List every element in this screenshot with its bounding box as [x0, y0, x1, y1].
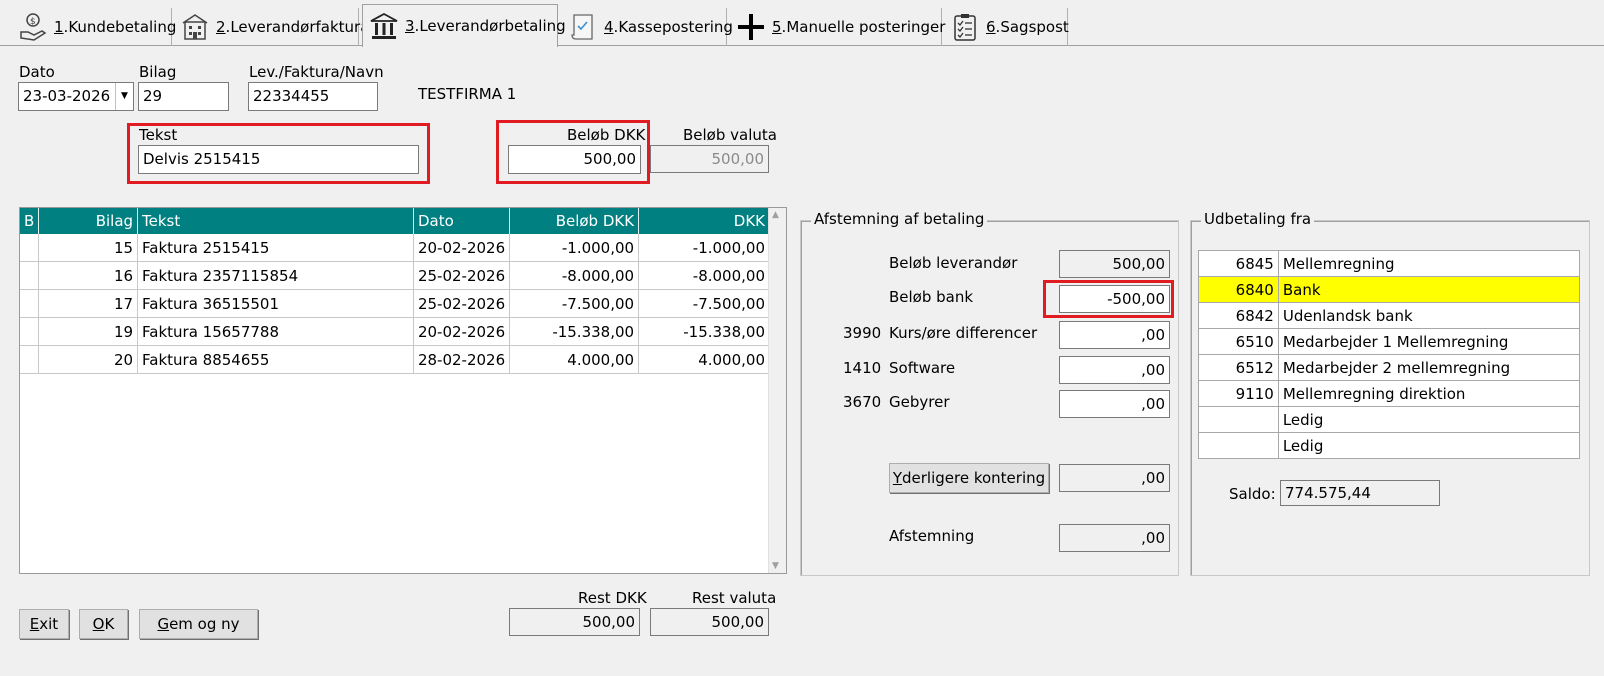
lev-faktura-navn-label: Lev./Faktura/Navn	[249, 63, 384, 81]
list-item[interactable]: Ledig	[1198, 432, 1581, 459]
table-row[interactable]: 16 Faktura 2357115854 25-02-2026 -8.000,00-…	[20, 261, 770, 290]
kurs-account-code: 3990	[843, 324, 882, 342]
scroll-icon	[568, 11, 598, 43]
gebyrer-field[interactable]: ,00	[1059, 390, 1170, 418]
col-bilag[interactable]: Bilag	[38, 208, 139, 234]
saldo-field: 774.575,44	[1280, 480, 1440, 506]
tab-leverandorfaktura[interactable]: 2.Leverandørfaktura	[174, 8, 369, 46]
yderligere-kontering-field: ,00	[1059, 464, 1170, 492]
table-row[interactable]: 20 Faktura 8854655 28-02-2026 4.000,00 4.000…	[20, 345, 770, 374]
belob-dkk-field[interactable]: 500,00	[508, 145, 641, 174]
col-belob-dkk[interactable]: Beløb DKK	[509, 208, 640, 234]
afstemning-field: ,00	[1059, 524, 1170, 552]
col-dato[interactable]: Dato	[413, 208, 511, 234]
kurs-field[interactable]: ,00	[1059, 321, 1170, 349]
company-name: TESTFIRMA 1	[418, 85, 517, 103]
rest-dkk-label: Rest DKK	[578, 589, 647, 607]
account-list[interactable]: 6845 Mellemregning 6840 Bank 6842 Udenlands…	[1198, 250, 1581, 459]
grid-header-row: B Bilag Tekst Dato Beløb DKK DKK	[20, 208, 770, 234]
yderligere-kontering-button[interactable]: Yderligere kontering	[889, 463, 1049, 493]
grid-scrollbar[interactable]: ▲ ▼	[768, 208, 786, 573]
chevron-down-icon[interactable]: ▼	[115, 83, 133, 110]
belob-bank-label: Beløb bank	[889, 288, 974, 306]
tab-sagspost[interactable]: 6.Sagspost	[944, 8, 1069, 46]
software-label: Software	[889, 359, 956, 377]
table-row[interactable]: 17 Faktura 36515501 25-02-2026 -7.500,00 -7.…	[20, 289, 770, 318]
rest-dkk-field: 500,00	[509, 608, 640, 636]
invoice-grid[interactable]: B Bilag Tekst Dato Beløb DKK DKK 15 Faktu…	[19, 207, 787, 574]
checklist-icon	[950, 11, 980, 43]
hand-money-icon: $	[18, 11, 48, 43]
tab-bar: $ 1.Kundebetaling 2.Leverandørfaktura 3.…	[0, 0, 1604, 47]
tab-kassepostering[interactable]: 4.Kassepostering	[562, 8, 733, 46]
gem-og-ny-button[interactable]: Gem og ny	[139, 609, 258, 639]
list-item[interactable]: 6845 Mellemregning	[1198, 250, 1581, 277]
kurs-label: Kurs/øre differencer	[889, 324, 1038, 342]
tekst-field[interactable]: Delvis 2515415	[138, 145, 419, 174]
bilag-label: Bilag	[139, 63, 177, 81]
rest-valuta-label: Rest valuta	[692, 589, 777, 607]
plus-icon	[736, 11, 766, 43]
tekst-label: Tekst	[139, 126, 178, 144]
col-b[interactable]: B	[20, 208, 40, 234]
scroll-up-arrow-icon[interactable]: ▲	[772, 210, 779, 220]
belob-leverandor-label: Beløb leverandør	[889, 254, 1018, 272]
belob-bank-field[interactable]: -500,00	[1059, 285, 1170, 313]
list-item[interactable]: 6512 Medarbejder 2 mellemregning	[1198, 354, 1581, 381]
annotation-box-tekst	[127, 123, 430, 184]
gebyrer-account-code: 3670	[843, 393, 882, 411]
rest-valuta-field: 500,00	[650, 608, 769, 636]
ok-button[interactable]: OK	[79, 609, 128, 639]
list-item-selected[interactable]: 6840 Bank	[1198, 276, 1581, 303]
afstemning-group-title: Afstemning af betaling	[811, 210, 988, 228]
table-row[interactable]: 15 Faktura 2515415 20-02-2026 -1.000,00 -1.0…	[20, 234, 770, 262]
annotation-box-belob-bank	[1043, 280, 1174, 318]
belob-dkk-label: Beløb DKK	[567, 126, 646, 144]
software-account-code: 1410	[843, 359, 882, 377]
gebyrer-label: Gebyrer	[889, 393, 950, 411]
col-dkk[interactable]: DKK	[638, 208, 770, 234]
belob-leverandor-field: 500,00	[1059, 250, 1170, 278]
svg-text:$: $	[30, 17, 36, 27]
dato-dropdown[interactable]: 23-03-2026 ▼	[18, 82, 134, 111]
tab-kundebetaling[interactable]: $ 1.Kundebetaling	[12, 8, 176, 46]
list-item[interactable]: 6842 Udenlandsk bank	[1198, 302, 1581, 329]
afstemning-label: Afstemning	[889, 527, 975, 545]
scroll-down-arrow-icon[interactable]: ▼	[772, 561, 779, 571]
software-field[interactable]: ,00	[1059, 356, 1170, 384]
table-row[interactable]: 19 Faktura 15657788 20-02-2026 -15.338,00 -1…	[20, 317, 770, 346]
list-item[interactable]: 9110 Mellemregning direktion	[1198, 380, 1581, 407]
list-item[interactable]: 6510 Medarbejder 1 Mellemregning	[1198, 328, 1581, 355]
tab-manuelle-posteringer[interactable]: 5.Manuelle posteringer	[730, 8, 945, 46]
udbetaling-group: Udbetaling fra	[1190, 210, 1590, 576]
belob-valuta-label: Beløb valuta	[683, 126, 777, 144]
udbetaling-group-title: Udbetaling fra	[1201, 210, 1315, 228]
dato-label: Dato	[19, 63, 55, 81]
lev-faktura-navn-field[interactable]: 22334455	[248, 82, 378, 111]
exit-button[interactable]: Exit	[19, 609, 69, 639]
annotation-box-belob-dkk	[496, 120, 650, 184]
bilag-field[interactable]: 29	[138, 82, 229, 111]
list-item[interactable]: Ledig	[1198, 406, 1581, 433]
afstemning-group: Afstemning af betaling	[800, 210, 1179, 576]
building-icon	[180, 11, 210, 43]
belob-valuta-field: 500,00	[650, 145, 769, 173]
col-tekst[interactable]: Tekst	[137, 208, 414, 234]
tab-leverandorbetaling[interactable]: 3.Leverandørbetaling	[362, 4, 566, 47]
saldo-label: Saldo:	[1229, 485, 1276, 503]
bank-icon	[369, 10, 399, 42]
